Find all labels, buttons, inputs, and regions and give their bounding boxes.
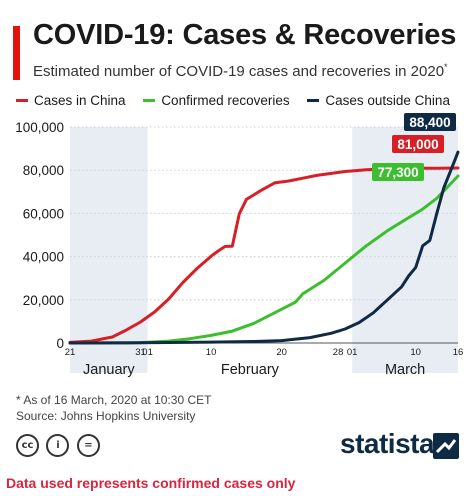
legend-swatch <box>143 98 156 102</box>
month-band-january <box>70 127 148 373</box>
end-value-box <box>404 113 456 131</box>
x-tick-label: 10 <box>410 347 421 358</box>
chart-title: COVID-19: Cases & Recoveries <box>33 19 457 51</box>
chart-card: COVID-19: Cases & Recoveries Estimated n… <box>13 19 464 459</box>
legend-label: Cases outside China <box>325 93 450 108</box>
x-tick-label: 28 <box>333 347 344 358</box>
legend-item-cases-outside-china: Cases outside China <box>307 93 450 108</box>
end-value-box <box>392 135 444 153</box>
x-tick-label: 31 <box>135 347 146 358</box>
end-value-label: 77,300 <box>377 165 418 180</box>
x-tick-label: 20 <box>276 347 287 358</box>
x-tick-label: 01 <box>347 347 358 358</box>
subtitle-text: Estimated number of COVID-19 cases and r… <box>33 63 445 80</box>
legend-swatch <box>16 98 28 102</box>
bottom-note: Data used represents confirmed cases onl… <box>6 475 296 491</box>
month-label: January <box>83 362 135 378</box>
no-derivatives-icon[interactable]: = <box>76 434 100 457</box>
y-tick-label: 20,000 <box>23 293 64 308</box>
attribution-icon[interactable]: i <box>46 434 70 457</box>
line-chart: January February March 0 20,000 40,000 60,000 8… <box>15 113 464 378</box>
license-icons: cc i = <box>16 434 103 457</box>
legend-item-cases-in-china: Cases in China <box>16 93 126 108</box>
statista-logo[interactable]: statista <box>340 428 435 459</box>
subtitle-footnote-mark: * <box>444 62 448 72</box>
y-tick-label: 0 <box>56 336 64 351</box>
legend-swatch <box>307 98 320 102</box>
cc-icon[interactable]: cc <box>16 434 39 457</box>
y-tick-label: 100,000 <box>15 120 64 135</box>
end-value-label: 81,000 <box>397 137 438 152</box>
legend-item-confirmed-recoveries: Confirmed recoveries <box>143 93 290 108</box>
end-value-label: 88,400 <box>409 115 450 130</box>
x-tick-label: 01 <box>142 347 153 358</box>
y-tick-label: 60,000 <box>23 206 64 221</box>
chart-subtitle: Estimated number of COVID-19 cases and r… <box>33 62 448 80</box>
month-label: February <box>221 362 280 378</box>
footnote-source: Source: Johns Hopkins University <box>16 409 196 423</box>
y-tick-label: 80,000 <box>23 163 64 178</box>
x-tick-label: 21 <box>65 347 76 358</box>
footnote-date: * As of 16 March, 2020 at 10:30 CET <box>16 393 212 407</box>
legend-label: Cases in China <box>34 93 126 108</box>
y-tick-label: 40,000 <box>23 250 64 265</box>
legend-label: Confirmed recoveries <box>161 93 290 108</box>
statista-logo-mark-icon <box>433 433 459 459</box>
series-line-cases-outside-china <box>68 150 460 345</box>
x-tick-label: 10 <box>206 347 217 358</box>
title-accent-bar <box>13 26 20 80</box>
chart-legend: Cases in China Confirmed recoveries Case… <box>16 93 464 108</box>
month-label: March <box>385 362 425 378</box>
series-line-cases-in-china <box>68 166 460 344</box>
x-tick-label: 16 <box>453 347 464 358</box>
end-value-box <box>372 163 424 181</box>
footnote: * As of 16 March, 2020 at 10:30 CET Sour… <box>16 392 211 424</box>
